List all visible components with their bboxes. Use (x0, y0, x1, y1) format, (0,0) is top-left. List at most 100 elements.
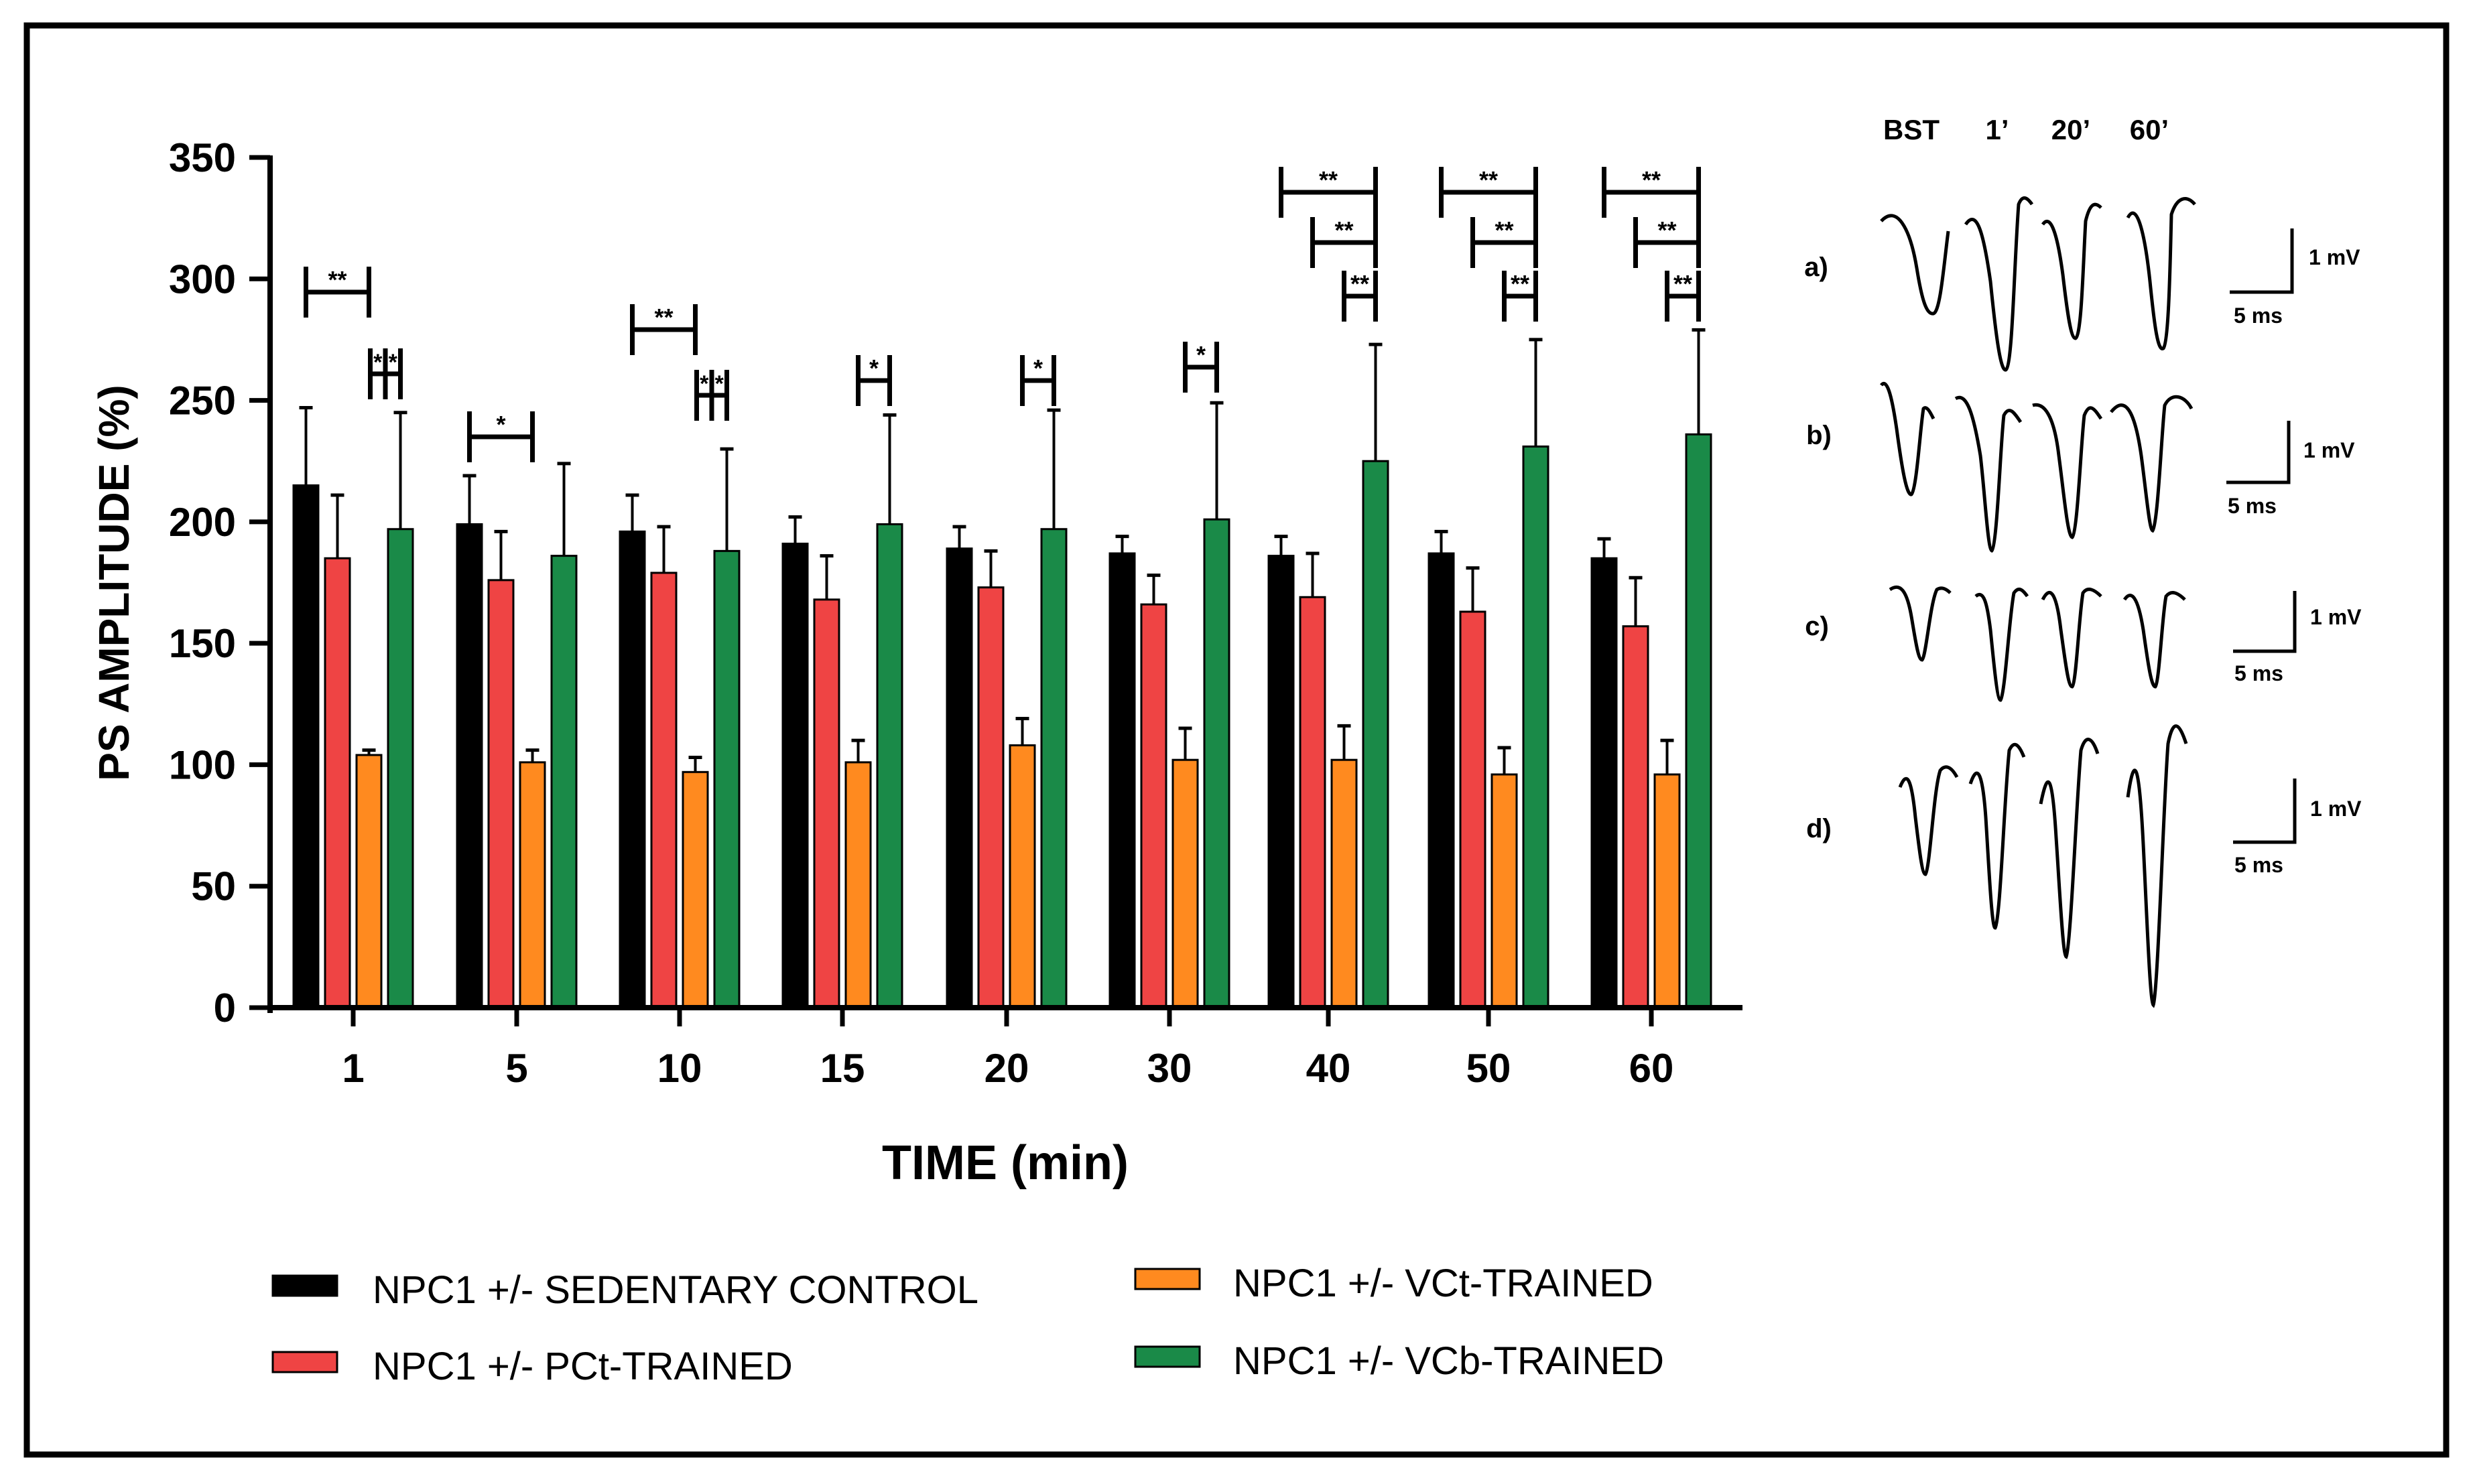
trace-row-b: b) 1 mV 5 ms (1806, 382, 2355, 553)
waveform-trace (2110, 395, 2194, 533)
legend-swatch-pct (271, 1351, 338, 1373)
significance-label: ** (1319, 166, 1338, 194)
bar (1040, 528, 1068, 1009)
x-tick-label: 40 (1306, 1046, 1351, 1091)
trace-header-1min: 1’ (1985, 114, 2009, 145)
bar (1653, 773, 1681, 1009)
legend-swatch-vct (1134, 1268, 1201, 1290)
waveform-trace (2032, 403, 2103, 539)
bar (1427, 552, 1455, 1009)
waveform-trace (2039, 738, 2100, 959)
significance-label: * (1196, 341, 1206, 368)
waveform-trace (1954, 395, 2023, 553)
significance-bracket: ** (1310, 216, 1378, 268)
bar (1171, 758, 1199, 1009)
waveform-trace (1880, 382, 1935, 496)
y-tick-label: 200 (169, 500, 236, 545)
significance-bracket: ** (1279, 166, 1378, 218)
significance-label: * (389, 350, 398, 375)
significance-bracket: ** (304, 266, 371, 318)
trace-row-label: a) (1804, 253, 1828, 282)
waveform-trace (2126, 197, 2196, 350)
legend-swatch-vcb (1134, 1345, 1201, 1368)
waveform-trace (1968, 742, 2026, 930)
significance-bracket: ** (1633, 216, 1701, 268)
y-tick-label: 100 (169, 742, 236, 787)
time-scale-label: 5 ms (2234, 303, 2283, 328)
significance-bracket: * (1020, 354, 1056, 406)
significance-label: * (1033, 354, 1043, 382)
bar (456, 523, 483, 1009)
waveform-trace (2122, 591, 2186, 689)
y-axis-label: PS AMPLITUDE (%) (90, 385, 138, 781)
legend-label-pct: NPC1 +/- PCt-TRAINED (373, 1345, 793, 1388)
significance-bracket: ** (1502, 270, 1538, 322)
significance-label: ** (1657, 216, 1676, 244)
x-tick-label: 20 (985, 1046, 1029, 1091)
significance-label: ** (1495, 216, 1513, 244)
bar (1267, 555, 1295, 1009)
amplitude-scale-label: 1 mV (2309, 245, 2360, 269)
bar (387, 528, 414, 1009)
bar (1590, 557, 1618, 1009)
time-scale-label: 5 ms (2234, 853, 2283, 877)
significance-bracket: ** (368, 348, 403, 399)
legend-label-vcb: NPC1 +/- VCb-TRAINED (1233, 1339, 1664, 1383)
time-scale-label: 5 ms (2228, 494, 2277, 518)
error-bars (299, 328, 1706, 774)
amplitude-scale-label: 1 mV (2310, 797, 2362, 821)
trace-row-label: b) (1806, 421, 1832, 450)
bar (324, 557, 351, 1009)
bar-chart: *** ***** ** * ******************* 050100150… (90, 135, 1742, 1190)
trace-row-a: a) 1 mV 5 ms (1804, 196, 2360, 372)
trace-header-20min: 20’ (2051, 114, 2090, 145)
x-tick-label: 50 (1466, 1046, 1511, 1091)
bar (781, 542, 809, 1009)
waveform-trace (2126, 724, 2188, 1008)
significance-bracket: ** (1602, 166, 1701, 218)
x-tick-label: 1 (342, 1046, 364, 1091)
y-tick-label: 300 (169, 257, 236, 301)
x-tick-label: 60 (1629, 1046, 1674, 1091)
trace-header-60min: 60’ (2130, 114, 2169, 145)
waveform-trace (1880, 214, 1950, 316)
bar (519, 761, 546, 1009)
bar (1522, 445, 1549, 1009)
y-ticks: 0 50 100 150 200 250 300 350 (169, 135, 270, 1030)
waveform-trace (1974, 588, 2029, 702)
significance-label: ** (1673, 270, 1692, 297)
time-scale-label: 5 ms (2234, 661, 2283, 685)
significance-bracket: ** (630, 303, 698, 355)
significance-bracket: ** (1342, 270, 1378, 322)
significance-label: * (496, 411, 505, 438)
significance-bracket: * (1183, 341, 1219, 393)
bar (619, 530, 646, 1009)
significance-label: ** (1511, 270, 1529, 297)
bar (550, 555, 578, 1009)
waveform-trace (2041, 588, 2102, 689)
trace-header-bst: BST (1883, 114, 1940, 145)
bar (650, 571, 678, 1009)
significance-bracket: * (856, 354, 892, 406)
y-tick-label: 50 (191, 864, 236, 909)
waveform-trace (1889, 585, 1952, 662)
x-tick-label: 5 (505, 1046, 527, 1091)
bar (813, 598, 840, 1009)
waveform-trace (1964, 196, 2034, 372)
amplitude-scale-bar (2233, 779, 2297, 844)
bar (682, 770, 709, 1009)
bar (844, 761, 872, 1009)
trace-row-c: c) 1 mV 5 ms (1805, 585, 2362, 702)
significance-label: ** (1334, 216, 1353, 244)
amplitude-scale-bar (2226, 421, 2291, 484)
trace-panel: BST 1’ 20’ 60’ a) 1 mV 5 ms b) 1 mV 5 ms… (1804, 114, 2362, 1008)
significance-brackets: *** ***** ** * ******************* (304, 166, 1701, 462)
amplitude-scale-label: 1 mV (2303, 438, 2355, 462)
x-axis-label: TIME (min) (882, 1136, 1129, 1190)
bar (1299, 596, 1326, 1009)
legend-swatch-sedentary (271, 1274, 338, 1297)
bar (876, 523, 903, 1009)
significance-bracket: ** (1439, 166, 1538, 218)
significance-label: * (373, 350, 383, 375)
